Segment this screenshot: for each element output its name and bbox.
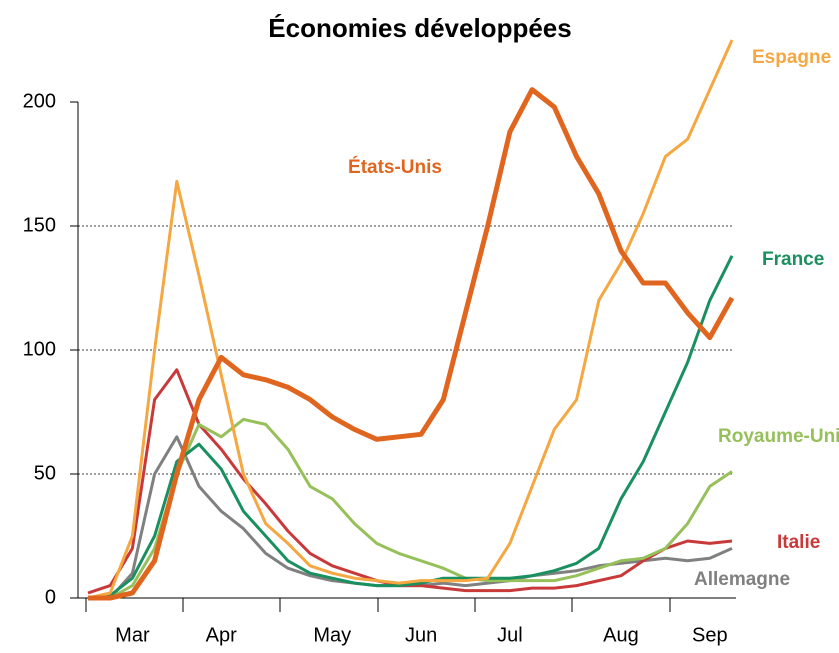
- x-tick-label: Apr: [206, 624, 237, 646]
- series-label: Espagne: [752, 47, 831, 68]
- series-label: Allemagne: [694, 569, 790, 590]
- y-tick-label: 150: [23, 214, 56, 236]
- x-tick-label: Sep: [692, 624, 728, 646]
- y-tick-label: 0: [45, 586, 56, 608]
- series-label: France: [762, 249, 824, 270]
- x-tick-label: Jun: [405, 624, 437, 646]
- series-line: [87, 39, 734, 600]
- x-tick-label: Mar: [115, 624, 150, 646]
- series-label: Royaume-Uni: [718, 426, 839, 447]
- x-tick-label: May: [313, 624, 351, 646]
- series-label: Italie: [777, 532, 820, 553]
- series-line: [88, 87, 735, 601]
- y-tick-label: 50: [34, 462, 56, 484]
- x-tick-label: Jul: [497, 624, 523, 646]
- chart-title: Économies développées: [268, 13, 571, 43]
- x-tick-label: Aug: [603, 624, 639, 646]
- series-line: [88, 417, 733, 600]
- series-line: [88, 435, 733, 600]
- series-label: États-Unis: [348, 156, 442, 178]
- x-ticks: [85, 598, 671, 612]
- y-tick-label: 100: [23, 338, 56, 360]
- y-tick-label: 200: [23, 90, 56, 112]
- series-line: [87, 255, 734, 600]
